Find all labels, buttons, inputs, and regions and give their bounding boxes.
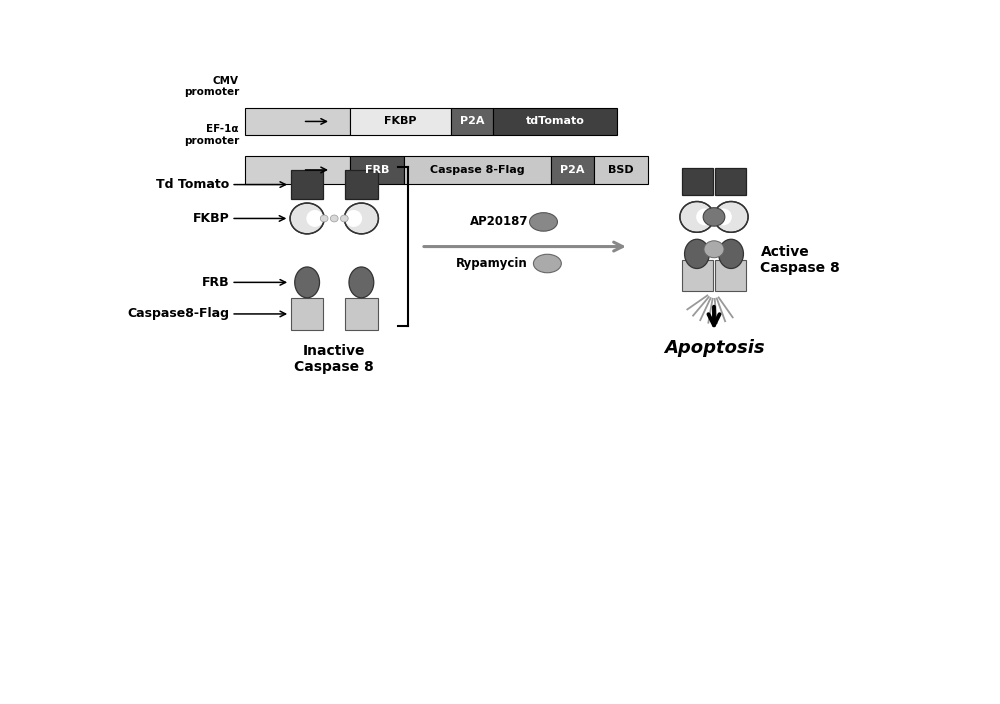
FancyBboxPatch shape (291, 298, 323, 330)
Ellipse shape (704, 241, 724, 258)
Ellipse shape (345, 210, 362, 227)
FancyBboxPatch shape (404, 156, 551, 184)
Text: EF-1α
promoter: EF-1α promoter (184, 124, 239, 146)
FancyBboxPatch shape (245, 156, 350, 184)
FancyBboxPatch shape (682, 260, 713, 291)
Ellipse shape (680, 201, 714, 232)
Ellipse shape (703, 208, 725, 226)
Text: Rypamycin: Rypamycin (456, 257, 528, 270)
FancyBboxPatch shape (594, 156, 648, 184)
Text: FKBP: FKBP (384, 116, 416, 127)
Ellipse shape (349, 267, 374, 298)
Ellipse shape (715, 208, 732, 225)
Ellipse shape (330, 215, 338, 222)
Ellipse shape (719, 239, 743, 268)
Ellipse shape (714, 201, 748, 232)
Ellipse shape (295, 267, 320, 298)
FancyBboxPatch shape (350, 156, 404, 184)
Ellipse shape (533, 254, 561, 272)
FancyBboxPatch shape (715, 168, 746, 195)
Ellipse shape (696, 208, 713, 225)
Text: BSD: BSD (608, 165, 634, 175)
Text: FRB: FRB (202, 276, 230, 289)
Ellipse shape (340, 215, 348, 222)
FancyBboxPatch shape (345, 170, 378, 199)
FancyBboxPatch shape (715, 260, 746, 291)
Text: tdTomato: tdTomato (526, 116, 585, 127)
FancyBboxPatch shape (682, 168, 713, 195)
FancyBboxPatch shape (450, 108, 493, 135)
Text: Active
Caspase 8: Active Caspase 8 (761, 245, 840, 275)
FancyBboxPatch shape (245, 108, 350, 135)
Text: P2A: P2A (460, 116, 484, 127)
FancyBboxPatch shape (551, 156, 594, 184)
FancyBboxPatch shape (345, 298, 378, 330)
Text: CMV
promoter: CMV promoter (184, 75, 239, 97)
Ellipse shape (306, 210, 323, 227)
Ellipse shape (530, 213, 557, 231)
Text: Apoptosis: Apoptosis (664, 339, 764, 358)
FancyBboxPatch shape (291, 170, 323, 199)
FancyBboxPatch shape (350, 108, 450, 135)
Ellipse shape (344, 203, 378, 234)
Text: Inactive
Caspase 8: Inactive Caspase 8 (294, 344, 374, 374)
Text: AP20187: AP20187 (470, 215, 528, 228)
Ellipse shape (685, 239, 709, 268)
Text: FKBP: FKBP (193, 212, 230, 225)
FancyBboxPatch shape (493, 108, 617, 135)
Text: P2A: P2A (560, 165, 585, 175)
Ellipse shape (320, 215, 328, 222)
Text: FRB: FRB (365, 165, 389, 175)
Text: Caspase8-Flag: Caspase8-Flag (128, 308, 230, 320)
Ellipse shape (290, 203, 324, 234)
Text: Caspase 8-Flag: Caspase 8-Flag (430, 165, 525, 175)
Text: Td Tomato: Td Tomato (156, 178, 230, 191)
